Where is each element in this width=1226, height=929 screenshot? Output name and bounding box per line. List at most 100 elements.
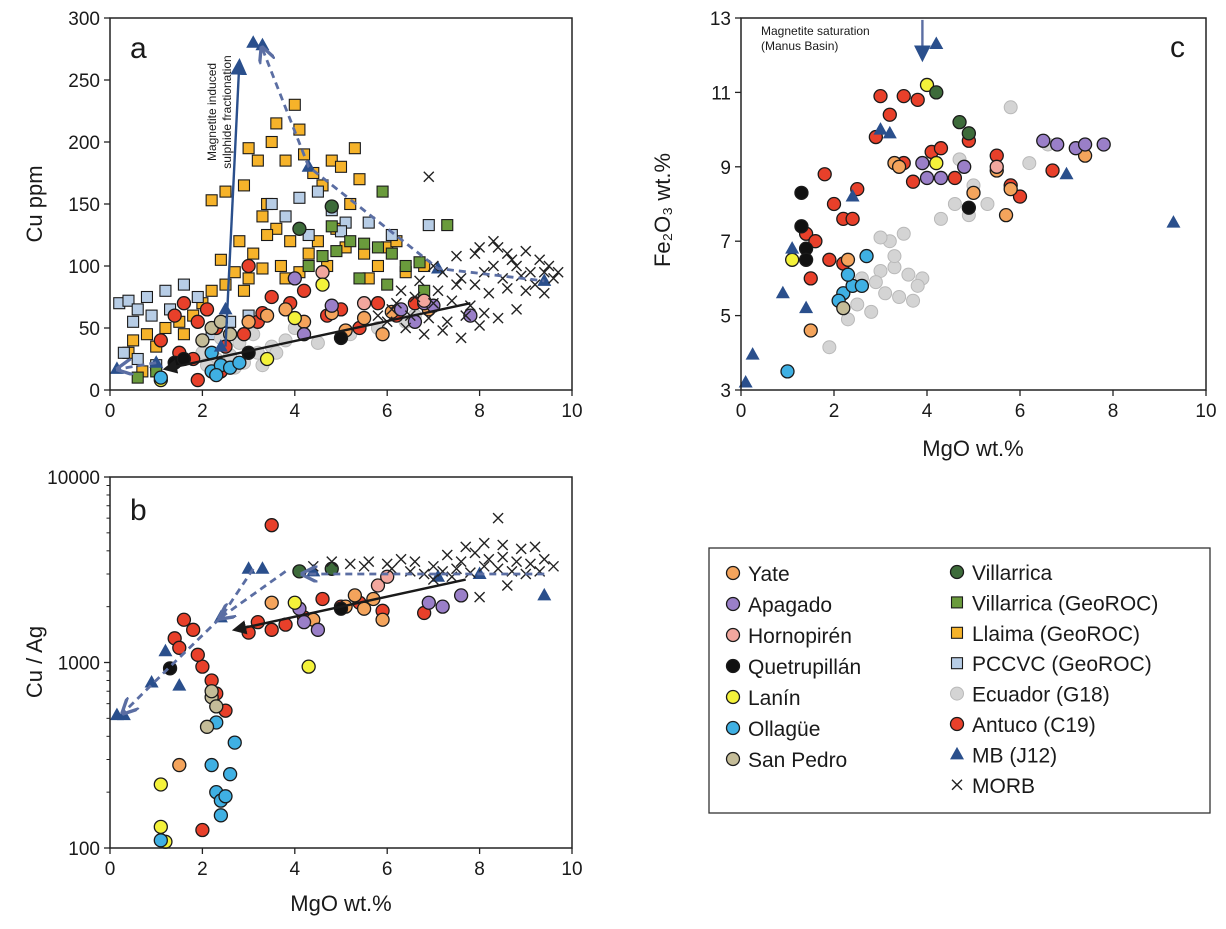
data-point [251,154,264,167]
data-point [423,171,435,183]
y-tick-label: 7 [720,232,731,253]
panel-b-frame [109,476,573,849]
panel-a-letter: a [130,32,147,65]
data-point [302,247,315,260]
data-point [422,219,435,232]
data-point [538,553,550,565]
data-point [469,547,481,559]
data-point [213,808,229,823]
data-point [947,197,962,211]
panel-c-axes: 0 2 4 6 8 10 3 5 7 9 11 13 [710,9,1217,422]
legend-marker [949,564,965,580]
data-point [153,777,168,792]
data-point [460,541,472,553]
legend-item-villarrica: Villarrica [949,562,1052,585]
panel-a-series-morb [372,171,564,344]
data-point [826,196,842,212]
data-point [127,334,140,347]
data-point [393,302,409,317]
data-point [172,678,187,691]
legend-marker [949,716,965,732]
data-point [538,287,550,299]
data-point [227,735,242,750]
data-point [330,245,343,258]
y-tick-label: 150 [68,195,100,216]
y-tick-label: 100 [68,839,100,860]
data-point [905,174,921,189]
data-point [817,167,832,182]
data-point [966,185,981,200]
data-point [247,247,260,260]
data-point [264,622,279,637]
data-point [455,332,467,344]
legend-label: MB (J12) [972,744,1057,767]
data-point [864,304,879,319]
data-point [144,675,159,688]
data-point [310,622,326,637]
panel-c-series-mb-j12 [738,36,1181,388]
panel-b-series-ollague [153,715,242,848]
legend-label: Villarrica [972,562,1052,585]
data-point [947,170,963,186]
data-point [288,98,301,111]
data-point [961,126,976,141]
data-point [418,328,430,340]
data-point [356,296,372,311]
y-tick-label: 250 [68,71,100,92]
legend-item-ecuador-g18: Ecuador (G18) [950,684,1110,707]
data-point [529,541,541,553]
data-point [302,259,315,273]
data-point [264,289,279,305]
data-point [218,789,233,804]
data-point [822,340,837,355]
data-point [427,574,439,586]
data-point [270,222,283,235]
data-point [381,278,394,291]
data-point [326,556,338,568]
data-point [400,322,412,334]
panel-a-ylabel: Cu ppm [22,165,47,242]
data-point [199,302,215,317]
legend-label: Villarrica (GeoROC) [972,592,1158,615]
data-point [453,588,469,603]
data-point [344,558,356,570]
data-point [395,553,407,565]
data-point [242,142,255,155]
data-point [265,135,278,149]
data-point [358,247,371,260]
y-tick-label: 1000 [58,654,100,675]
data-point [370,296,386,311]
y-tick-label: 0 [89,381,100,402]
data-point [214,253,227,266]
legend-label: MORB [972,775,1035,798]
data-point [845,211,860,227]
legend-marker [725,596,741,612]
data-point [246,35,261,48]
data-point [1003,181,1018,197]
panel-a-trend-line-1 [224,58,248,347]
panel-b-xlabel: MgO wt.% [290,891,391,916]
data-point [469,248,481,260]
data-point [919,77,935,93]
data-point [492,241,504,253]
data-point [241,561,256,574]
panel-a-series-ollague [153,345,247,385]
data-point [301,659,316,674]
panel-c-series-lanin [785,77,944,267]
data-point [799,300,814,314]
y-tick-label: 9 [720,158,731,179]
data-point [803,323,818,338]
data-point [255,561,270,574]
data-point [441,316,453,328]
data-point [957,159,972,174]
x-tick-label: 8 [474,401,485,422]
data-point [287,310,302,326]
data-point [372,310,384,322]
y-tick-label: 5 [720,307,731,328]
data-point [933,141,949,156]
data-point [492,312,504,324]
data-point [822,252,837,267]
data-point [421,595,436,610]
legend-label: Ollagüe [748,718,820,741]
